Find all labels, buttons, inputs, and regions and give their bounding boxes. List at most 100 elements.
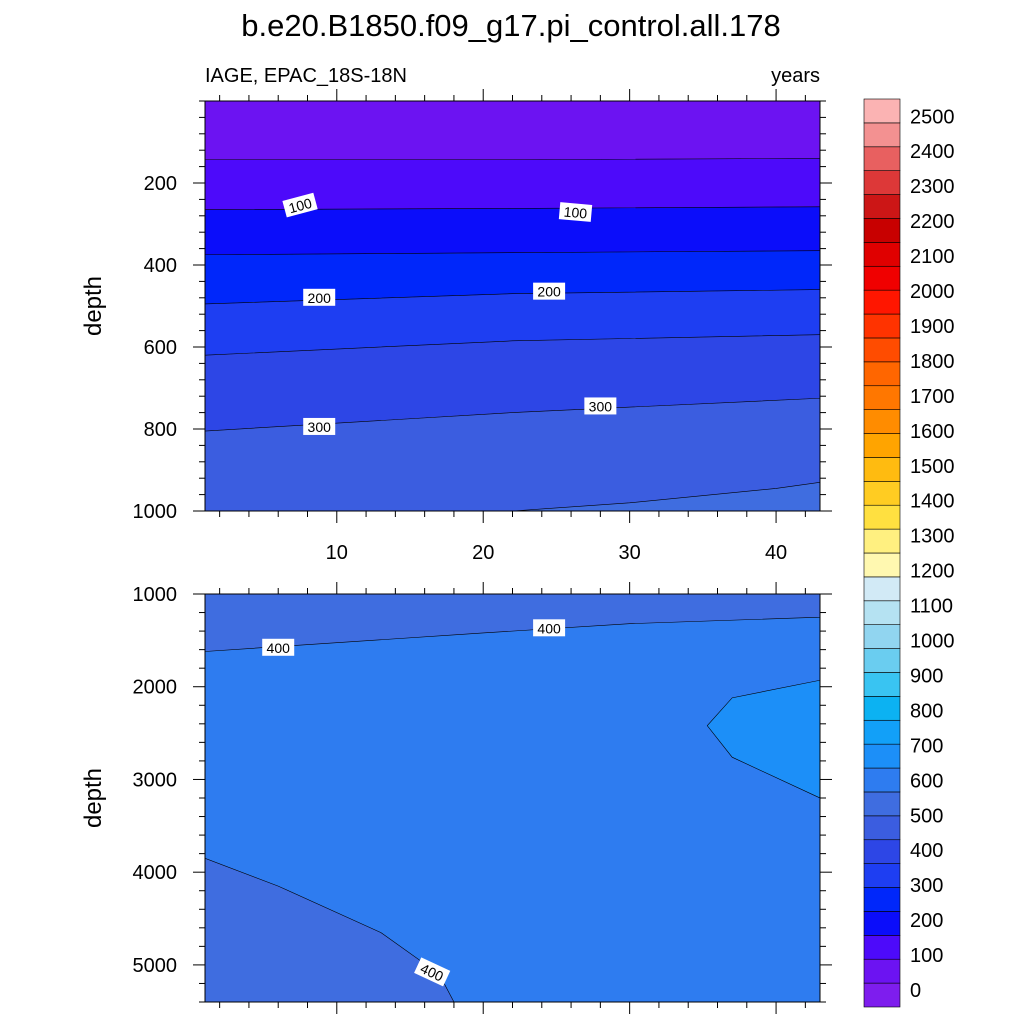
colorbar-swatch-30 [863, 265, 901, 291]
colorbar-swatch-0 [863, 982, 901, 1008]
colorbar-label-3: 300 [910, 875, 943, 897]
lower-panel-axes: 1000 2000 3000 4000 5000 [133, 582, 832, 1014]
left-subtitle: IAGE, EPAC_18S-18N [205, 65, 407, 87]
upper-contour-label-text-5: 300 [589, 398, 613, 414]
lower-panel-fill [205, 594, 820, 1002]
lower-contour-label-1: 400 [533, 619, 566, 637]
upper-xtick-label-1: 20 [472, 542, 494, 564]
upper-ylabel: depth [80, 276, 107, 336]
colorbar-swatch-6 [863, 839, 901, 864]
colorbar-swatch-35 [863, 146, 901, 171]
upper-contour-label-1: 100 [558, 202, 593, 222]
upper-band-0 [205, 101, 820, 160]
colorbar-label-11: 1100 [910, 596, 953, 618]
colorbar-swatch-27 [863, 337, 901, 363]
colorbar-label-9: 900 [910, 665, 943, 687]
colorbar-swatch-8 [863, 791, 901, 817]
colorbar-swatch-11 [863, 719, 901, 745]
upper-ytick-label-1: 400 [144, 255, 177, 277]
upper-band-6 [205, 398, 820, 511]
colorbar-label-25: 2500 [910, 106, 955, 128]
colorbar-label-18: 1800 [910, 351, 955, 373]
colorbar-swatch-31 [863, 242, 901, 267]
colorbar-label-12: 1200 [910, 561, 955, 583]
upper-ytick-label-2: 600 [144, 337, 177, 359]
colorbar-label-8: 800 [910, 700, 943, 722]
colorbar-swatch-18 [863, 552, 901, 578]
colorbar-swatch-37 [863, 98, 901, 124]
colorbar-label-7: 700 [910, 735, 943, 757]
colorbar-swatch-32 [863, 218, 901, 243]
lower-contour-label-text-1: 400 [537, 620, 561, 636]
upper-xtick-label-0: 10 [326, 542, 348, 564]
colorbar-swatch-10 [863, 743, 901, 769]
colorbar-swatch-34 [863, 170, 901, 195]
lower-region-0 [205, 594, 820, 652]
lower-ytick-label-2: 3000 [133, 769, 178, 791]
upper-ytick-label-0: 200 [144, 173, 177, 195]
colorbar-swatch-23 [863, 433, 901, 458]
upper-contour-label-3: 200 [533, 282, 566, 300]
upper-xtick-label-2: 30 [619, 542, 641, 564]
lower-ytick-label-3: 4000 [133, 862, 178, 884]
upper-contour-label-4: 300 [303, 417, 336, 435]
colorbar-swatch-24 [863, 409, 901, 434]
colorbar-swatch-15 [863, 624, 901, 649]
colorbar-label-24: 2400 [910, 141, 955, 163]
upper-contour-label-text-3: 200 [537, 284, 561, 300]
colorbar: 0 100 200 300 400 500 600 700 800 900 1000 1100 1200… [863, 98, 955, 1008]
upper-contour-label-text-1: 100 [563, 204, 588, 222]
upper-panel-axes: 200 400 600 800 1000 10 20 30 40 [133, 89, 832, 564]
colorbar-swatch-17 [863, 576, 901, 602]
colorbar-label-16: 1600 [910, 421, 955, 443]
upper-band-3 [205, 250, 820, 304]
colorbar-swatch-2 [863, 935, 901, 960]
lower-ylabel: depth [80, 768, 107, 828]
upper-panel-fill [205, 101, 820, 511]
lower-contour-label-text-0: 400 [267, 640, 291, 656]
colorbar-swatch-13 [863, 672, 901, 697]
upper-contour-label-0: 100 [282, 192, 318, 218]
upper-panel-contour-labels: 100 100 200 200 300 300 [282, 192, 617, 435]
upper-contour-label-text-2: 200 [308, 290, 332, 306]
colorbar-label-0: 0 [910, 980, 921, 1002]
colorbar-label-10: 1000 [910, 631, 955, 653]
upper-contour-label-2: 200 [303, 288, 336, 306]
upper-contour-label-box-0 [282, 192, 318, 218]
upper-contour-label-5: 300 [584, 397, 617, 415]
upper-ytick-label-4: 1000 [133, 501, 178, 523]
chart-title: b.e20.B1850.f09_g17.pi_control.all.178 [241, 8, 781, 43]
upper-contour-label-box-2 [303, 288, 336, 306]
colorbar-swatch-12 [863, 696, 901, 721]
colorbar-swatch-33 [863, 194, 901, 219]
colorbar-swatch-22 [863, 457, 901, 482]
lower-region-2 [706, 679, 820, 799]
colorbar-label-17: 1700 [910, 386, 955, 408]
upper-band-4 [205, 289, 820, 356]
colorbar-swatch-7 [863, 815, 901, 841]
colorbar-label-14: 1400 [910, 491, 955, 513]
lower-ytick-label-1: 2000 [133, 677, 178, 699]
lower-ytick-label-0: 1000 [133, 584, 178, 606]
colorbar-label-1: 100 [910, 945, 943, 967]
colorbar-swatch-14 [863, 648, 901, 673]
colorbar-swatch-1 [863, 958, 901, 984]
colorbar-swatch-19 [863, 528, 901, 554]
lower-contour-label-box-2 [414, 957, 451, 987]
colorbar-label-19: 1900 [910, 316, 955, 338]
upper-contour-label-text-4: 300 [308, 419, 332, 435]
upper-contour-line-5 [205, 334, 820, 356]
colorbar-label-4: 400 [910, 840, 943, 862]
colorbar-label-22: 2200 [910, 211, 955, 233]
upper-ytick-label-3: 800 [144, 419, 177, 441]
colorbar-label-6: 600 [910, 770, 943, 792]
colorbar-swatch-5 [863, 863, 901, 888]
colorbar-swatch-9 [863, 767, 901, 793]
lower-contour-label-0: 400 [262, 638, 295, 656]
colorbar-swatch-20 [863, 504, 901, 530]
colorbar-swatch-3 [863, 911, 901, 936]
colorbar-swatch-21 [863, 481, 901, 506]
colorbar-swatch-25 [863, 385, 901, 410]
colorbar-swatch-36 [863, 122, 901, 148]
